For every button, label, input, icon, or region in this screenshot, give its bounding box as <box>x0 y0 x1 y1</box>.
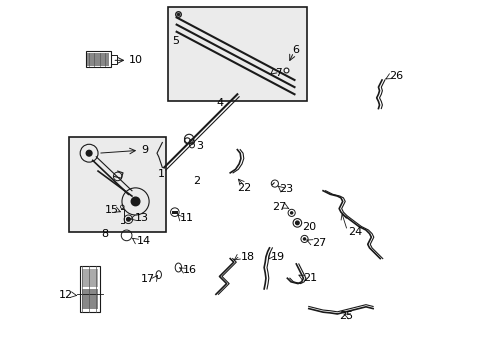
Bar <box>85 51 110 67</box>
Bar <box>80 266 100 312</box>
Text: 25: 25 <box>339 311 353 321</box>
Text: 21: 21 <box>303 273 317 283</box>
Text: 10: 10 <box>128 55 142 65</box>
Text: 27: 27 <box>311 238 325 248</box>
Text: 27: 27 <box>272 202 286 212</box>
Text: 17: 17 <box>140 274 154 284</box>
Text: 14: 14 <box>136 237 150 247</box>
Circle shape <box>295 221 299 225</box>
Circle shape <box>126 217 130 221</box>
Bar <box>172 211 177 214</box>
Text: 1: 1 <box>158 169 165 179</box>
Text: 15: 15 <box>104 205 118 215</box>
Text: 5: 5 <box>172 36 179 46</box>
Text: 18: 18 <box>241 252 255 262</box>
Bar <box>69 137 165 232</box>
Text: 4: 4 <box>216 98 224 108</box>
Text: 20: 20 <box>302 222 316 232</box>
Text: 8: 8 <box>102 229 108 239</box>
Text: 3: 3 <box>196 141 203 151</box>
Text: 26: 26 <box>388 71 403 81</box>
Circle shape <box>290 212 292 214</box>
Bar <box>82 269 98 287</box>
Text: 12: 12 <box>59 290 73 300</box>
Text: 22: 22 <box>237 183 251 193</box>
Text: 23: 23 <box>279 184 293 194</box>
Circle shape <box>131 197 140 206</box>
Text: 19: 19 <box>271 252 285 262</box>
Bar <box>167 7 306 102</box>
Bar <box>110 55 117 64</box>
Text: 24: 24 <box>347 227 362 237</box>
Text: 16: 16 <box>183 265 197 275</box>
Text: 7: 7 <box>274 68 281 78</box>
Circle shape <box>303 238 305 240</box>
Bar <box>87 53 108 66</box>
Text: 6: 6 <box>292 45 299 55</box>
Text: 9: 9 <box>141 145 148 156</box>
Text: 2: 2 <box>192 176 200 186</box>
Text: 13: 13 <box>134 213 148 223</box>
Text: 11: 11 <box>180 212 194 222</box>
Circle shape <box>86 150 92 156</box>
Bar <box>82 289 98 309</box>
